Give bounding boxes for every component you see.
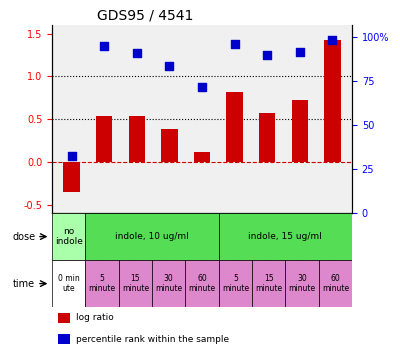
- Bar: [58, 313, 70, 323]
- Text: 15
minute: 15 minute: [255, 274, 282, 293]
- Point: [264, 52, 270, 58]
- Text: 0 min
ute: 0 min ute: [58, 274, 80, 293]
- Text: 30
minute: 30 minute: [155, 274, 182, 293]
- Text: percentile rank within the sample: percentile rank within the sample: [76, 335, 229, 344]
- Bar: [64, 162, 80, 192]
- FancyBboxPatch shape: [319, 260, 352, 307]
- FancyBboxPatch shape: [252, 260, 285, 307]
- Bar: [129, 116, 145, 162]
- FancyBboxPatch shape: [219, 260, 252, 307]
- Text: 5
minute: 5 minute: [88, 274, 116, 293]
- Point: [232, 41, 238, 47]
- Bar: [194, 151, 210, 162]
- Text: GDS95 / 4541: GDS95 / 4541: [97, 9, 193, 22]
- Text: 5
minute: 5 minute: [222, 274, 249, 293]
- Text: 15
minute: 15 minute: [122, 274, 149, 293]
- FancyBboxPatch shape: [52, 213, 85, 260]
- FancyBboxPatch shape: [119, 260, 152, 307]
- Point: [329, 37, 336, 43]
- Text: no
indole: no indole: [55, 227, 83, 246]
- Text: log ratio: log ratio: [76, 313, 114, 322]
- FancyBboxPatch shape: [285, 260, 319, 307]
- Bar: [324, 40, 340, 162]
- Point: [166, 63, 172, 69]
- Point: [297, 50, 303, 55]
- FancyBboxPatch shape: [152, 260, 185, 307]
- Text: indole, 15 ug/ml: indole, 15 ug/ml: [248, 232, 322, 241]
- Point: [199, 85, 205, 90]
- Text: dose: dose: [12, 232, 35, 242]
- FancyBboxPatch shape: [52, 260, 85, 307]
- Point: [101, 44, 107, 49]
- FancyBboxPatch shape: [85, 260, 119, 307]
- Text: indole, 10 ug/ml: indole, 10 ug/ml: [115, 232, 189, 241]
- FancyBboxPatch shape: [185, 260, 219, 307]
- Bar: [58, 334, 70, 344]
- Bar: [96, 116, 112, 162]
- Text: time: time: [13, 278, 35, 288]
- Bar: [226, 92, 243, 162]
- Point: [134, 50, 140, 56]
- FancyBboxPatch shape: [219, 213, 352, 260]
- Text: 60
minute: 60 minute: [322, 274, 349, 293]
- Point: [68, 153, 75, 159]
- Text: 30
minute: 30 minute: [288, 274, 316, 293]
- Text: 60
minute: 60 minute: [188, 274, 216, 293]
- Bar: [161, 129, 178, 162]
- Bar: [292, 100, 308, 162]
- FancyBboxPatch shape: [85, 213, 219, 260]
- Bar: [259, 113, 275, 162]
